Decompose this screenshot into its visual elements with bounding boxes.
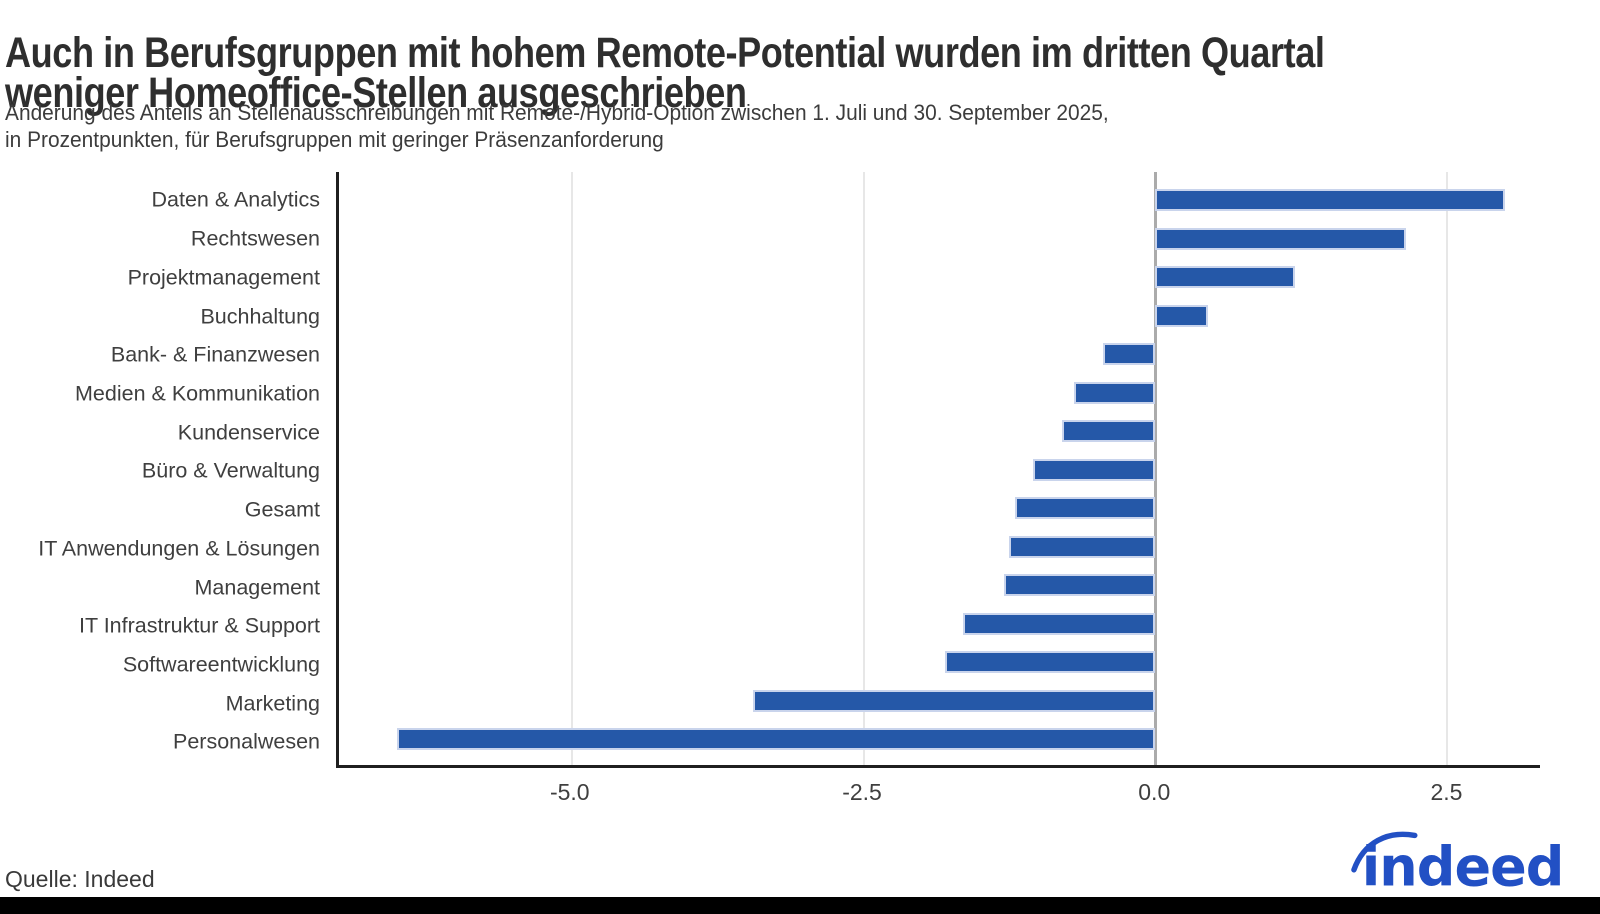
indeed-logo-text: indeed <box>1362 836 1564 896</box>
category-label: Bank- & Finanzwesen <box>110 342 320 367</box>
category-label: Gesamt <box>244 497 320 522</box>
x-tick-label: -2.5 <box>842 779 882 805</box>
x-tick-label: 0.0 <box>1138 779 1171 805</box>
x-axis-ticks: -5.0 -2.5 0.0 2.5 <box>336 768 1540 814</box>
category-label: Buchhaltung <box>200 304 320 329</box>
x-tick-label: 2.5 <box>1430 779 1463 805</box>
bar <box>752 689 1156 712</box>
category-label: IT Infrastruktur & Support <box>79 613 320 638</box>
bar <box>397 728 1156 751</box>
category-label: IT Anwendungen & Lösungen <box>38 536 320 561</box>
gridline <box>571 172 574 765</box>
plot-area <box>336 172 1540 768</box>
bar <box>1155 266 1296 289</box>
category-label: Management <box>194 575 321 600</box>
category-label: Personalwesen <box>172 729 320 754</box>
bar <box>1009 535 1156 558</box>
bar <box>1061 420 1156 443</box>
category-label: Kundenservice <box>177 420 320 445</box>
category-axis: Daten & Analytics Rechtswesen Projektmanag… <box>0 172 326 768</box>
category-label: Medien & Kommunikation <box>75 381 320 406</box>
bar <box>1155 304 1208 327</box>
zero-gridline <box>1153 172 1157 765</box>
logo-arc-icon <box>1351 831 1418 873</box>
x-tick-label: -5.0 <box>549 779 590 805</box>
category-label: Büro & Verwaltung <box>141 458 320 483</box>
source-note: Quelle: Indeed <box>5 866 155 892</box>
chart-subtitle: Änderung des Anteils an Stellenausschrei… <box>5 100 1109 152</box>
gridline <box>1445 172 1448 765</box>
bar-chart: Daten & Analytics Rechtswesen Projektmanag… <box>0 172 1600 805</box>
category-label: Rechtswesen <box>190 226 320 251</box>
chart-title: Auch in Berufsgruppen mit hohem Remote-P… <box>5 28 1325 117</box>
bar <box>1015 497 1156 520</box>
bar <box>962 612 1156 635</box>
bar <box>1155 189 1505 212</box>
bar <box>945 651 1156 674</box>
bottom-black-bar <box>0 897 1600 914</box>
category-label: Daten & Analytics <box>151 187 320 212</box>
bar <box>1155 227 1406 250</box>
bar <box>1003 574 1156 597</box>
indeed-logo: indeed <box>1351 831 1564 896</box>
category-label: Marketing <box>225 691 320 716</box>
category-label: Projektmanagement <box>127 265 320 290</box>
bar <box>1032 458 1156 481</box>
bar <box>1102 343 1156 366</box>
gridline <box>862 172 865 765</box>
category-label: Softwareentwicklung <box>122 652 320 677</box>
bar <box>1073 381 1156 404</box>
